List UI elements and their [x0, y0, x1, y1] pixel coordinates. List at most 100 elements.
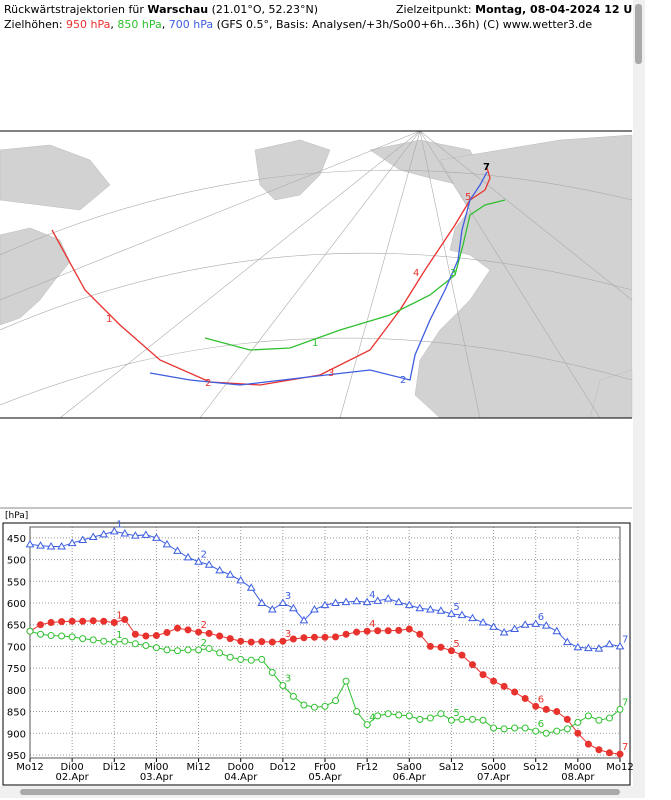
point — [247, 656, 255, 664]
coords: (21.01°O, 52.23°N) — [211, 3, 319, 16]
place: Warschau — [147, 3, 209, 16]
point — [89, 617, 97, 625]
x-tick-label: Mi12 — [187, 762, 211, 773]
point — [247, 638, 255, 646]
x-date-label: 08.Apr — [561, 772, 595, 783]
point — [342, 677, 350, 685]
y-label: [hPa] — [5, 511, 28, 521]
point — [205, 629, 213, 637]
point — [174, 624, 181, 632]
point — [479, 716, 487, 724]
point — [258, 655, 266, 663]
point — [457, 610, 467, 619]
point — [511, 724, 519, 732]
point — [299, 615, 309, 624]
point — [152, 644, 160, 652]
point — [184, 626, 192, 634]
point — [332, 633, 340, 641]
point — [141, 530, 151, 538]
point — [573, 642, 583, 651]
point — [605, 639, 614, 648]
scroll-thumb-v[interactable] — [635, 4, 642, 64]
point-label: 2 — [201, 550, 207, 561]
point — [131, 630, 139, 638]
x-tick-label: Do12 — [270, 762, 297, 773]
point — [163, 629, 171, 637]
point — [142, 642, 150, 650]
map-label: 1 — [312, 338, 318, 349]
point — [436, 606, 446, 614]
map: 1 2 3 4 5 1 3 2 7 — [0, 130, 633, 419]
point — [79, 617, 87, 625]
point — [58, 618, 66, 626]
point — [425, 605, 435, 613]
point — [532, 727, 540, 735]
point — [500, 682, 508, 690]
x-tick-label: Mo12 — [16, 762, 43, 773]
point — [342, 630, 350, 638]
point — [142, 632, 150, 640]
point — [205, 645, 213, 653]
point — [79, 635, 87, 643]
point — [510, 624, 520, 633]
point — [110, 638, 118, 646]
map-label: 3 — [450, 268, 456, 279]
point — [437, 710, 445, 718]
point — [553, 708, 561, 716]
point — [574, 718, 582, 726]
map-trajectory-700 — [149, 171, 488, 386]
x-tick-label: Mo00 — [564, 762, 591, 773]
map-label: 4 — [413, 268, 419, 279]
point — [373, 596, 383, 604]
scrollbar-v[interactable] — [633, 0, 645, 786]
x-date-label: 02.Apr — [56, 772, 90, 783]
map-label: 3 — [328, 368, 334, 379]
legend-entry: 700 hPa — [168, 18, 214, 31]
x-tick-label: Sa00 — [397, 762, 422, 773]
point — [37, 630, 45, 638]
point — [553, 727, 561, 735]
point — [352, 596, 361, 605]
point — [258, 638, 266, 646]
point — [25, 539, 35, 548]
point — [447, 716, 455, 724]
x-tick-label: So00 — [481, 762, 506, 773]
point — [479, 671, 487, 679]
plot-frame — [29, 526, 621, 759]
point — [584, 643, 593, 652]
y-tick-label: 550 — [7, 577, 26, 588]
point — [246, 583, 256, 591]
point — [353, 628, 361, 636]
point — [279, 637, 287, 645]
point — [37, 621, 45, 629]
point — [184, 646, 192, 654]
point — [194, 557, 203, 565]
point — [310, 633, 318, 641]
point — [426, 642, 434, 650]
y-tick-label: 700 — [7, 642, 26, 653]
point — [300, 634, 308, 642]
point-label: 4 — [369, 619, 375, 630]
point — [36, 541, 45, 549]
point — [204, 560, 214, 568]
point — [563, 725, 571, 733]
x-tick-label: Mi00 — [144, 762, 168, 773]
point — [58, 632, 66, 640]
point — [531, 619, 541, 627]
point — [584, 712, 592, 720]
point — [152, 632, 160, 640]
point — [384, 627, 392, 635]
point — [300, 701, 308, 709]
point — [341, 597, 351, 606]
point — [362, 597, 372, 606]
x-tick-label: Fr12 — [356, 762, 378, 773]
scroll-thumb-h[interactable] — [20, 789, 620, 795]
point — [331, 598, 340, 606]
point-label: 3 — [285, 629, 291, 640]
point-label: 2 — [201, 620, 207, 631]
title-row: Rückwärtstrajektorien für Warschau (21.0… — [4, 2, 318, 17]
x-date-label: 04.Apr — [224, 772, 258, 783]
point-label: 6 — [538, 694, 544, 705]
